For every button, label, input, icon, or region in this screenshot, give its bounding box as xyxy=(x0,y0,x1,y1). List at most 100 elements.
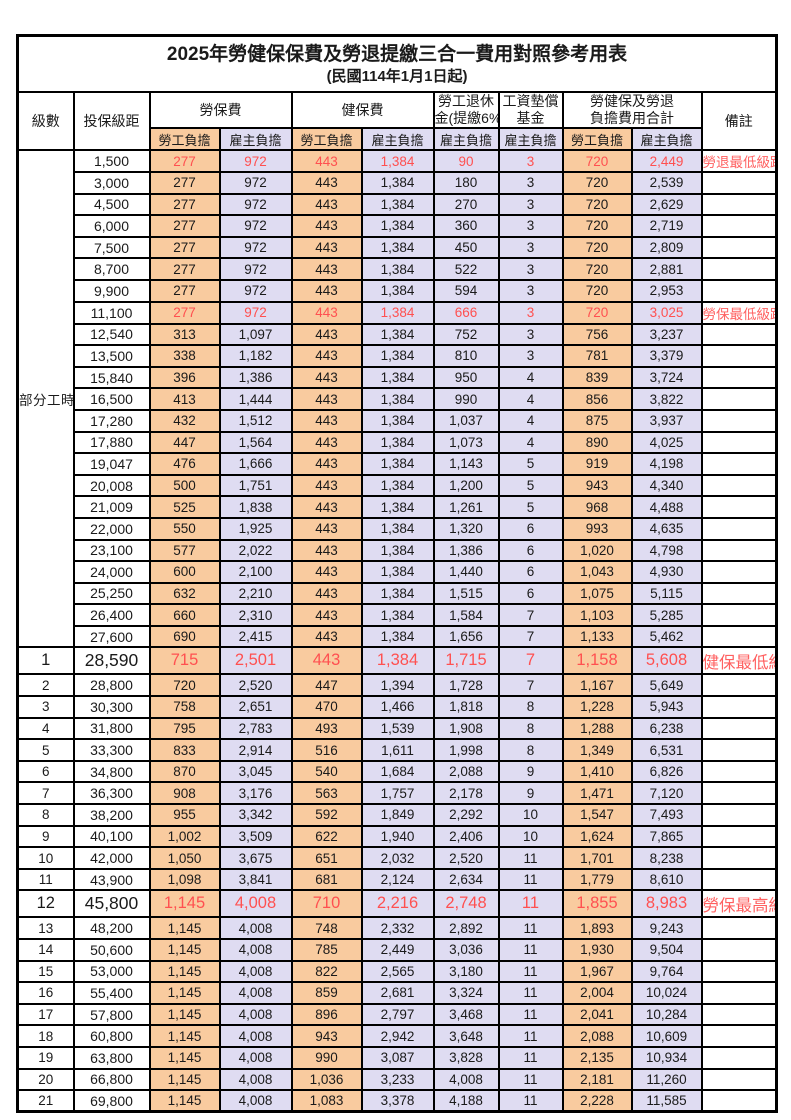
cell-health-employer: 1,384 xyxy=(360,192,435,217)
cell-health-employer: 2,449 xyxy=(360,938,435,962)
cell-health-employer: 1,384 xyxy=(360,603,435,627)
cell-health-employee: 443 xyxy=(290,603,363,627)
cell-pension-employer: 4,008 xyxy=(432,1067,500,1092)
subheader-labor-employee: 勞工負擔 xyxy=(148,127,221,151)
cell-labor-employer: 4,008 xyxy=(218,889,293,919)
cell-level: 6 xyxy=(16,759,75,784)
cell-remark xyxy=(700,603,778,627)
cell-health-employee: 443 xyxy=(290,538,363,563)
cell-pension-employer: 1,908 xyxy=(432,716,500,741)
cell-bracket: 36,300 xyxy=(72,781,151,806)
cell-remark: 勞退最低級距 xyxy=(700,149,778,173)
table-row: 13,500 338 1,182 443 1,384 810 3 781 3,379 xyxy=(18,344,778,368)
cell-labor-employer: 3,045 xyxy=(218,759,293,784)
cell-labor-employer: 972 xyxy=(218,278,293,303)
cell-bracket: 28,590 xyxy=(72,646,151,676)
table-row: 15,840 396 1,386 443 1,384 950 4 839 3,724 xyxy=(18,365,778,390)
cell-total-employee: 1,288 xyxy=(561,716,633,741)
cell-fund-employer: 5 xyxy=(497,495,564,519)
cell-total-employee: 968 xyxy=(561,495,633,519)
cell-fund-employer: 3 xyxy=(497,235,564,260)
cell-health-employee: 443 xyxy=(290,214,363,238)
cell-total-employer: 3,822 xyxy=(630,387,703,411)
cell-bracket: 30,300 xyxy=(72,695,151,719)
cell-bracket: 31,800 xyxy=(72,716,151,741)
cell-labor-employee: 1,002 xyxy=(148,824,221,849)
cell-remark xyxy=(700,473,778,498)
cell-labor-employee: 1,145 xyxy=(148,938,221,962)
cell-labor-employee: 1,050 xyxy=(148,846,221,870)
cell-level: 18 xyxy=(16,1024,75,1048)
cell-total-employee: 720 xyxy=(561,300,633,325)
cell-health-employee: 516 xyxy=(290,738,363,762)
cell-fund-employer: 7 xyxy=(497,603,564,627)
cell-total-employee: 2,181 xyxy=(561,1067,633,1092)
cell-fund-employer: 5 xyxy=(497,473,564,498)
cell-remark xyxy=(700,430,778,455)
cell-labor-employer: 2,520 xyxy=(218,673,293,698)
cell-remark xyxy=(700,781,778,806)
cell-labor-employer: 2,022 xyxy=(218,538,293,563)
cell-total-employee: 1,349 xyxy=(561,738,633,762)
table-row: 3 30,300 758 2,651 470 1,466 1,818 8 1,228 5,943 xyxy=(16,695,778,719)
cell-total-employer: 7,865 xyxy=(630,824,703,849)
cell-total-employer: 10,609 xyxy=(630,1024,703,1048)
cell-health-employee: 443 xyxy=(290,495,363,519)
cell-remark xyxy=(700,235,778,260)
cell-health-employee: 443 xyxy=(290,171,363,195)
cell-health-employee: 1,083 xyxy=(290,1089,363,1113)
table-row: 12 45,800 1,145 4,008 710 2,216 2,748 11 1,855 8,… xyxy=(16,889,778,919)
cell-bracket: 3,000 xyxy=(72,171,151,195)
cell-fund-employer: 11 xyxy=(497,1002,564,1027)
cell-labor-employee: 277 xyxy=(148,257,221,281)
cell-labor-employee: 396 xyxy=(148,365,221,390)
cell-health-employee: 443 xyxy=(290,560,363,584)
cell-remark xyxy=(700,716,778,741)
cell-labor-employer: 1,097 xyxy=(218,322,293,347)
cell-total-employer: 10,024 xyxy=(630,981,703,1005)
cell-total-employer: 3,379 xyxy=(630,344,703,368)
cell-total-employee: 839 xyxy=(561,365,633,390)
cell-bracket: 33,300 xyxy=(72,738,151,762)
cell-health-employer: 1,384 xyxy=(360,387,435,411)
cell-total-employer: 11,585 xyxy=(630,1089,703,1113)
cell-remark xyxy=(700,1002,778,1027)
cell-remark xyxy=(700,867,778,892)
table-row: 16 55,400 1,145 4,008 859 2,681 3,324 11 2,004 10… xyxy=(16,981,778,1005)
cell-total-employer: 7,120 xyxy=(630,781,703,806)
header-pension: 勞工退休 金(提繳6%) xyxy=(432,91,500,129)
cell-level: 4 xyxy=(16,716,75,741)
cell-fund-employer: 3 xyxy=(497,257,564,281)
cell-remark xyxy=(700,387,778,411)
table-row: 5 33,300 833 2,914 516 1,611 1,998 8 1,349 6,531 xyxy=(16,738,778,762)
cell-labor-employer: 972 xyxy=(218,192,293,217)
cell-fund-employer: 8 xyxy=(497,716,564,741)
cell-total-employee: 1,075 xyxy=(561,581,633,606)
table-row: 16,500 413 1,444 443 1,384 990 4 856 3,822 xyxy=(18,387,778,411)
header-pension-line1: 勞工退休 xyxy=(438,93,494,109)
cell-level: 19 xyxy=(16,1045,75,1070)
cell-remark xyxy=(700,516,778,541)
cell-remark xyxy=(700,538,778,563)
cell-pension-employer: 360 xyxy=(432,214,500,238)
cell-health-employee: 859 xyxy=(290,981,363,1005)
cell-health-employee: 493 xyxy=(290,716,363,741)
cell-total-employee: 1,228 xyxy=(561,695,633,719)
cell-health-employee: 443 xyxy=(290,300,363,325)
cell-remark xyxy=(700,1089,778,1113)
cell-fund-employer: 3 xyxy=(497,171,564,195)
cell-bracket: 12,540 xyxy=(72,322,151,347)
cell-pension-employer: 990 xyxy=(432,387,500,411)
cell-labor-employee: 277 xyxy=(148,192,221,217)
cell-remark: 健保最低級距 xyxy=(700,646,778,676)
cell-health-employer: 2,681 xyxy=(360,981,435,1005)
header-bracket: 投保級距 xyxy=(72,91,151,151)
cell-pension-employer: 2,748 xyxy=(432,889,500,919)
cell-remark xyxy=(700,959,778,984)
cell-bracket: 13,500 xyxy=(72,344,151,368)
table-row: 20,008 500 1,751 443 1,384 1,200 5 943 4,340 xyxy=(18,473,778,498)
cell-total-employee: 720 xyxy=(561,214,633,238)
cell-health-employer: 1,466 xyxy=(360,695,435,719)
cell-fund-employer: 4 xyxy=(497,387,564,411)
cell-bracket: 55,400 xyxy=(72,981,151,1005)
